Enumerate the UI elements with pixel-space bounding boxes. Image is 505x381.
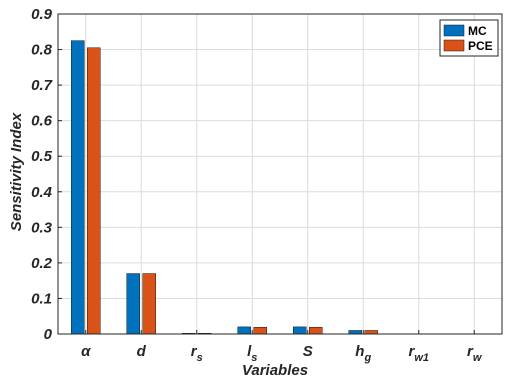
y-tick-label: 0.7 — [31, 77, 53, 94]
bar-mc — [293, 326, 307, 335]
bar-pce — [309, 326, 323, 335]
plot-frame — [57, 13, 503, 335]
y-tick-label: 0.9 — [31, 6, 53, 23]
bar-pce — [364, 330, 378, 335]
x-tick-label: rw1 — [408, 343, 429, 364]
x-axis-title: Variables — [242, 362, 308, 379]
plot-area — [58, 14, 502, 334]
bars — [71, 40, 378, 335]
bar-mc — [237, 326, 251, 335]
y-tick-label: 0.8 — [31, 42, 53, 59]
y-tick-labels: 0 0.1 0.2 0.3 0.4 0.5 0.6 0.7 0.8 0.9 — [31, 6, 62, 343]
legend-label: PCE — [468, 39, 493, 53]
bar-mc — [348, 330, 362, 335]
y-tick-label: 0.6 — [31, 113, 53, 130]
x-tick-label: d — [137, 343, 147, 360]
x-tick-label: hg — [355, 343, 371, 364]
x-tick-label: α — [81, 343, 91, 360]
legend-swatch — [443, 39, 465, 52]
x-tick-label: rs — [191, 343, 203, 364]
y-tick-label: 0.4 — [31, 184, 53, 201]
y-axis-title: Sensitivity Index — [8, 112, 25, 231]
y-tick-label: 0 — [44, 326, 53, 343]
y-tick-label: 0.5 — [31, 148, 53, 165]
bar-pce — [87, 47, 101, 335]
bar-pce — [253, 326, 267, 335]
y-tick-label: 0.1 — [31, 290, 52, 307]
bar-mc — [71, 40, 85, 335]
legend-swatch — [443, 24, 465, 37]
grid-lines — [58, 13, 502, 335]
y-tick-label: 0.3 — [31, 219, 53, 236]
x-tick-label: S — [303, 343, 313, 360]
legend-label: MC — [468, 24, 487, 38]
bar-pce — [142, 273, 156, 335]
x-tick-label: rw — [467, 343, 483, 364]
y-tick-label: 0.2 — [31, 255, 53, 272]
x-tick-label: ls — [247, 343, 257, 364]
bar-mc — [126, 273, 140, 335]
